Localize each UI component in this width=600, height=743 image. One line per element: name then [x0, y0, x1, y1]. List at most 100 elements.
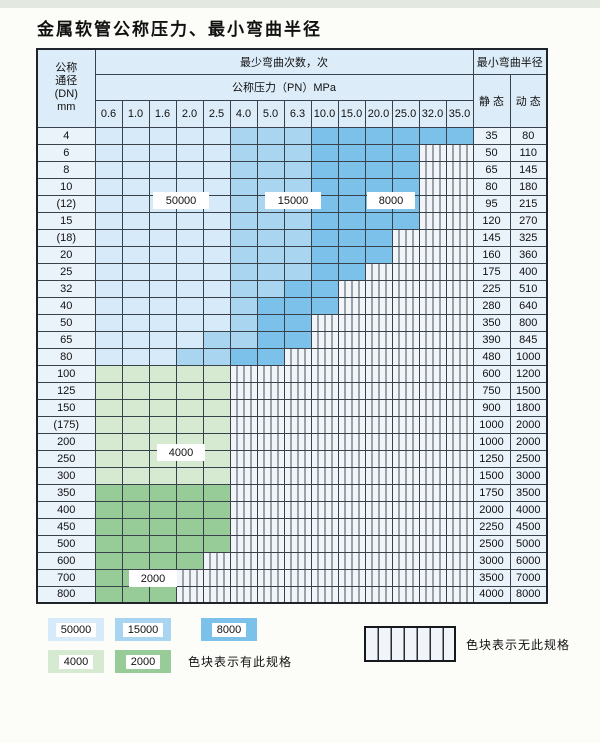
legend: 50000 15000 8000 4000 2000 色块表示有此规格 色块表示无此规格	[48, 618, 600, 673]
table-row: 300 1500 3000	[36, 466, 548, 485]
spec-cell	[229, 330, 258, 349]
dn-cell: 350	[36, 483, 96, 502]
pressure-value-cell: 0.6	[94, 99, 123, 128]
table-row: 20 160 360	[36, 245, 548, 264]
spec-cell	[121, 432, 150, 451]
spec-cell	[202, 279, 231, 298]
spec-cell	[310, 160, 339, 179]
pressure-value-cell: 1.6	[148, 99, 177, 128]
spec-cell	[148, 262, 177, 281]
no-spec-cell	[364, 398, 393, 417]
no-spec-cell	[256, 415, 285, 434]
no-spec-cell	[310, 364, 339, 383]
no-spec-cell	[229, 551, 258, 570]
spec-cell	[202, 313, 231, 332]
pressure-value-cell: 6.3	[283, 99, 312, 128]
static-radius-cell: 145	[472, 228, 511, 247]
dynamic-header: 动 态	[509, 73, 548, 128]
no-spec-cell	[445, 228, 474, 247]
static-radius-cell: 95	[472, 194, 511, 213]
no-spec-cell	[337, 364, 366, 383]
legend-swatch-label: 15000	[122, 622, 164, 637]
spec-cell	[94, 415, 123, 434]
spec-cell	[94, 126, 123, 145]
no-spec-cell	[364, 534, 393, 553]
spec-cell	[94, 245, 123, 264]
no-spec-hatch-swatch	[364, 626, 457, 662]
spec-cell	[229, 143, 258, 162]
dn-cell: 250	[36, 449, 96, 468]
no-spec-cell	[283, 364, 312, 383]
no-spec-cell	[445, 211, 474, 230]
spec-cell	[121, 245, 150, 264]
spec-cell	[202, 483, 231, 502]
table-row: 6 50 110	[36, 143, 548, 162]
spec-cell	[229, 177, 258, 196]
static-radius-cell: 175	[472, 262, 511, 281]
legend-no-spec: 色块表示无此规格	[364, 626, 570, 662]
table-row: (18) 145 325	[36, 228, 548, 247]
no-spec-cell	[256, 449, 285, 468]
table-row: 400 2000 4000	[36, 500, 548, 519]
dynamic-radius-cell: 1500	[509, 381, 548, 400]
spec-cell	[94, 500, 123, 519]
dynamic-radius-cell: 80	[509, 126, 548, 145]
no-spec-cell	[337, 313, 366, 332]
dynamic-radius-cell: 400	[509, 262, 548, 281]
table-row: 700 3500 7000	[36, 568, 548, 587]
pressure-header: 公称压力（PN）MPa	[94, 73, 474, 101]
no-spec-cell	[283, 432, 312, 451]
spec-cell	[283, 296, 312, 315]
spec-cell	[148, 228, 177, 247]
spec-cell	[94, 364, 123, 383]
no-spec-cell	[229, 500, 258, 519]
spec-cell	[202, 330, 231, 349]
legend-swatch-50000: 50000	[48, 618, 104, 641]
spec-cell	[256, 126, 285, 145]
spec-cell	[337, 262, 366, 281]
no-spec-cell	[337, 296, 366, 315]
dynamic-radius-cell: 510	[509, 279, 548, 298]
no-spec-cell	[256, 483, 285, 502]
spec-cell	[175, 211, 204, 230]
no-spec-cell	[364, 415, 393, 434]
dynamic-radius-cell: 180	[509, 177, 548, 196]
no-spec-cell	[256, 381, 285, 400]
no-spec-cell	[391, 398, 420, 417]
spec-cell	[121, 415, 150, 434]
spec-cell	[229, 279, 258, 298]
static-radius-cell: 600	[472, 364, 511, 383]
spec-cell	[121, 517, 150, 536]
spec-cell	[445, 126, 474, 145]
no-spec-cell	[445, 143, 474, 162]
no-spec-cell	[364, 364, 393, 383]
spec-cell	[94, 568, 123, 587]
no-spec-cell	[364, 500, 393, 519]
spec-cell	[148, 330, 177, 349]
pressure-value-cell: 2.0	[175, 99, 204, 128]
no-spec-cell	[283, 347, 312, 366]
no-spec-cell	[391, 228, 420, 247]
spec-cell	[94, 483, 123, 502]
spec-cell	[283, 279, 312, 298]
spec-cell	[364, 228, 393, 247]
no-spec-cell	[445, 398, 474, 417]
no-spec-cell	[418, 228, 447, 247]
dynamic-radius-cell: 110	[509, 143, 548, 162]
static-radius-cell: 225	[472, 279, 511, 298]
spec-cell	[391, 160, 420, 179]
no-spec-cell	[256, 534, 285, 553]
static-radius-cell: 1000	[472, 415, 511, 434]
spec-cell	[256, 313, 285, 332]
no-spec-cell	[364, 313, 393, 332]
spec-cell	[121, 381, 150, 400]
no-spec-cell	[229, 483, 258, 502]
spec-cell	[94, 551, 123, 570]
static-radius-cell: 160	[472, 245, 511, 264]
no-spec-cell	[391, 551, 420, 570]
top-strip	[0, 0, 600, 8]
spec-cell	[202, 415, 231, 434]
no-spec-cell	[445, 432, 474, 451]
spec-cell	[202, 500, 231, 519]
no-spec-cell	[256, 466, 285, 485]
